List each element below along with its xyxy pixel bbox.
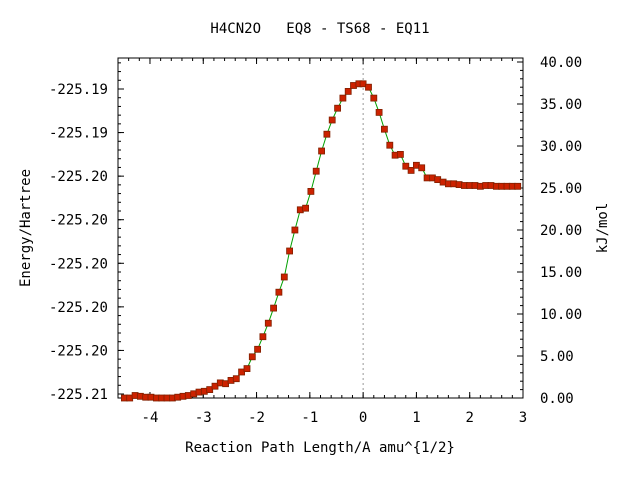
chart-title: H4CN2O EQ8 - TS68 - EQ11	[210, 21, 429, 37]
x-axis-label: Reaction Path Length/A amu^{1/2}	[185, 440, 455, 456]
x-axis: -4 -3 -2 -1 0 1 2 3	[128, 58, 527, 426]
data-point	[386, 141, 394, 149]
data-point	[407, 166, 415, 174]
data-point	[318, 147, 326, 155]
right-tick-label: 20.00	[540, 223, 582, 239]
data-point	[264, 319, 272, 327]
plot-area	[117, 57, 524, 399]
data-point	[302, 204, 310, 212]
left-tick-label: -225.19	[49, 82, 108, 98]
left-tick-label: -225.20	[49, 256, 108, 272]
data-point	[286, 247, 294, 255]
data-point	[259, 333, 267, 341]
right-tick-label: 10.00	[540, 307, 582, 323]
data-point	[280, 273, 288, 281]
data-point	[344, 88, 352, 95]
x-tick-label: -4	[142, 410, 159, 426]
data-point	[402, 162, 410, 170]
right-y-axis: 40.00 35.00 30.00 25.00 20.00 15.00 10.00 5.00 0…	[517, 55, 582, 407]
right-tick-label: 15.00	[540, 265, 582, 281]
data-point	[291, 226, 299, 234]
data-point	[323, 130, 331, 138]
data-point	[514, 182, 522, 190]
data-point	[270, 304, 278, 312]
data-point	[243, 365, 251, 373]
data-point	[248, 353, 256, 361]
data-point	[307, 187, 315, 195]
data-point	[380, 125, 388, 133]
data-point	[328, 116, 336, 124]
x-tick-label: 2	[465, 410, 473, 426]
data-point	[275, 288, 283, 296]
right-tick-label: 25.00	[540, 181, 582, 197]
data-point	[232, 375, 240, 383]
left-tick-label: -225.21	[49, 387, 108, 403]
left-tick-label: -225.20	[49, 213, 108, 229]
left-tick-label: -225.20	[49, 343, 108, 359]
series-line	[124, 83, 518, 399]
right-y-axis-label: kJ/mol	[595, 203, 611, 254]
x-tick-label: -1	[301, 410, 318, 426]
x-tick-label: 1	[412, 410, 420, 426]
data-point	[312, 167, 320, 175]
x-tick-label: -3	[195, 410, 212, 426]
data-point	[365, 83, 372, 91]
series-points	[121, 80, 522, 402]
x-tick-label: 3	[519, 410, 527, 426]
right-tick-label: 5.00	[540, 349, 574, 365]
data-point	[375, 109, 383, 116]
x-tick-label: 0	[359, 410, 367, 426]
data-point	[334, 104, 342, 112]
right-tick-label: 30.00	[540, 139, 582, 155]
data-point	[370, 94, 378, 102]
data-point	[339, 94, 347, 102]
left-y-axis-label: Energy/Hartree	[18, 169, 34, 287]
left-tick-label: -225.19	[49, 126, 108, 142]
right-tick-label: 0.00	[540, 391, 574, 407]
x-tick-label: -2	[248, 410, 265, 426]
right-tick-label: 35.00	[540, 97, 582, 113]
data-point	[254, 345, 262, 353]
data-point	[396, 150, 404, 158]
left-tick-label: -225.20	[49, 300, 108, 316]
data-point	[418, 164, 426, 172]
left-tick-label: -225.20	[49, 169, 108, 185]
right-tick-label: 40.00	[540, 55, 582, 71]
left-y-axis: -225.19 -225.19 -225.20 -225.20 -225.20 -225.…	[49, 62, 124, 403]
